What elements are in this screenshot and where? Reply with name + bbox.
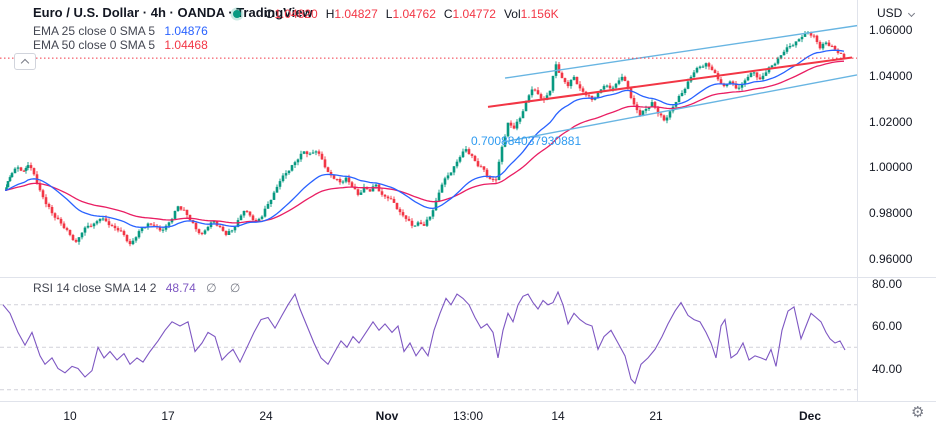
candles-layer	[5, 31, 846, 247]
ohlcv-value: 1.04762	[392, 7, 436, 21]
indicator-row-ema25[interactable]: EMA 25 close 0 SMA 5 1.04876	[33, 24, 208, 38]
ohlcv-letter: L	[385, 7, 393, 21]
time-axis-label: 13:00	[452, 409, 484, 423]
time-axis-label: 17	[161, 409, 175, 423]
ema25-label: EMA 25 close 0 SMA 5	[33, 24, 156, 38]
ema25-line	[4, 49, 845, 228]
time-axis-divider	[0, 401, 936, 402]
ema25-value: 1.04876	[164, 24, 208, 38]
ema50-label: EMA 50 close 0 SMA 5	[33, 38, 156, 52]
rsi-hidden-values: ∅ ∅	[206, 281, 246, 295]
symbol-title[interactable]: Euro / U.S. Dollar · 4h · OANDA · Tradin…	[33, 5, 313, 20]
rsi-legend-row[interactable]: RSI 14 close SMA 14 2 48.74 ∅ ∅	[33, 281, 245, 295]
time-axis-label: 10	[63, 409, 77, 423]
time-axis-label: Dec	[798, 409, 822, 423]
time-axis-label: 21	[649, 409, 663, 423]
ohlcv-letter: C	[443, 7, 453, 21]
rsi-tick-label: 60.00	[872, 319, 903, 333]
rsi-guides-layer	[0, 304, 857, 391]
time-axis-label: Nov	[375, 409, 399, 423]
ohlcv-letter: H	[325, 7, 335, 21]
price-tick-label: 1.00000	[869, 160, 913, 175]
ohlcv-letter: O	[265, 7, 275, 21]
currency-selector[interactable]: USD	[877, 6, 915, 20]
ohlcv-letter: Vol	[503, 7, 521, 21]
indicator-row-ema50[interactable]: EMA 50 close 0 SMA 5 1.04468	[33, 38, 208, 52]
rsi-line	[2, 290, 846, 385]
ohlcv-value: 1.04827	[334, 7, 378, 21]
rsi-chart-canvas[interactable]	[0, 277, 857, 401]
price-tick-label: 0.96000	[869, 252, 913, 266]
pane-divider[interactable]	[0, 277, 936, 278]
ema50-value: 1.04468	[164, 38, 208, 52]
rsi-label: RSI 14 close SMA 14 2	[33, 281, 157, 295]
settings-gear-icon[interactable]: ⚙	[911, 404, 925, 421]
time-axis-label: 24	[259, 409, 273, 423]
ema50-line	[4, 60, 845, 224]
ema-lines-layer	[4, 49, 845, 228]
ohlcv-value: 1.04820	[274, 7, 318, 21]
legend-collapse-button[interactable]	[14, 53, 36, 70]
symbol-title-row: Euro / U.S. Dollar · 4h · OANDA · Tradin…	[33, 5, 313, 20]
drawings-layer: 0.700884037930881	[0, 24, 857, 148]
price-axis-divider	[857, 0, 858, 401]
chevron-up-icon	[20, 58, 30, 68]
rsi-tick-label: 80.00	[872, 276, 903, 291]
market-status-dot[interactable]	[233, 10, 241, 18]
price-axis[interactable]: USD 1.06000 1.04000 1.02000 1.00000 0.98000 0…	[857, 0, 936, 401]
price-tick-label: 1.06000	[869, 22, 913, 37]
price-tick-label: 1.04000	[869, 68, 913, 83]
chevron-down-icon	[907, 9, 915, 18]
time-axis-label: 14	[551, 409, 565, 423]
price-tick-label: 0.98000	[869, 206, 913, 221]
ascending-channel-lower-line[interactable]	[502, 74, 857, 143]
rsi-tick-label: 40.00	[872, 361, 903, 376]
currency-label: USD	[877, 6, 903, 20]
time-axis[interactable]: 10 17 24 Nov 13:00 14 21 Dec	[0, 401, 936, 434]
ohlcv-readout: O1.04820 H1.04827 L1.04762 C1.04772 Vol1.156…	[265, 7, 559, 21]
ohlcv-value: 1.156K	[520, 7, 559, 21]
ascending-channel-upper-line[interactable]	[504, 24, 857, 79]
price-tick-label: 1.02000	[869, 114, 913, 129]
fib-value-annotation[interactable]: 0.700884037930881	[471, 134, 581, 148]
rsi-value: 48.74	[165, 281, 196, 295]
price-chart-canvas[interactable]: 0.700884037930881	[0, 0, 857, 277]
ohlcv-value: 1.04772	[452, 7, 496, 21]
trend-median-red-line[interactable]	[487, 56, 853, 108]
